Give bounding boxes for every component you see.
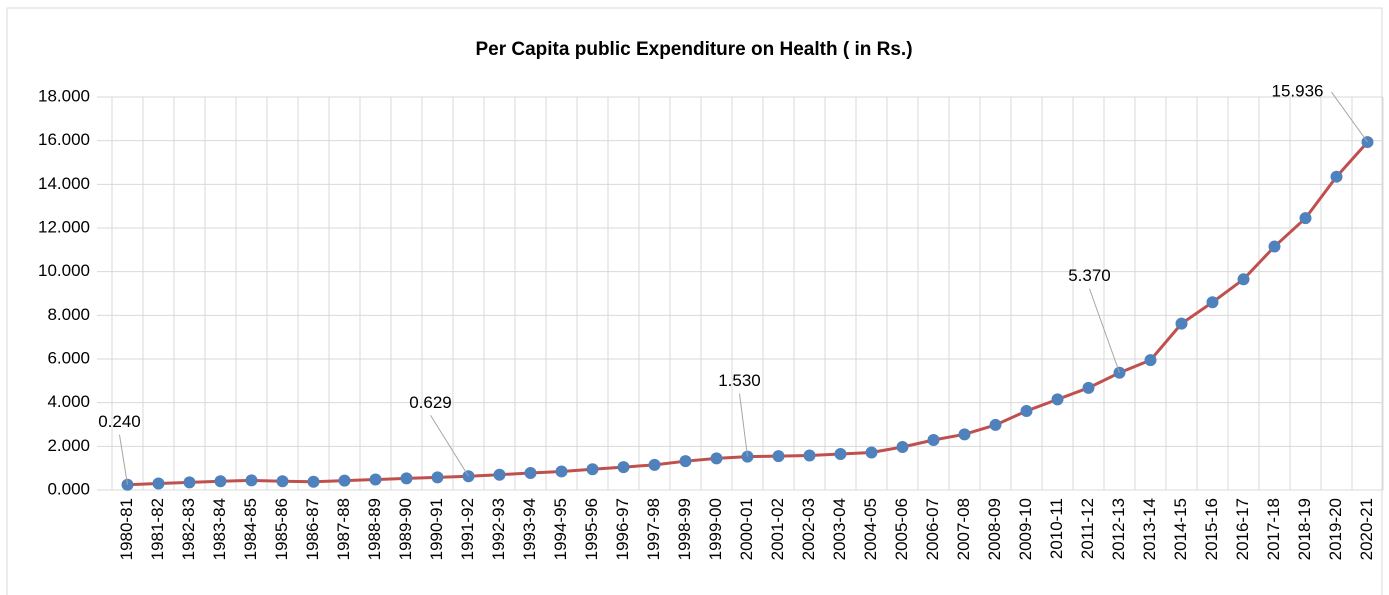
- data-point: [989, 418, 1002, 431]
- data-point: [493, 468, 506, 481]
- data-point: [896, 440, 909, 453]
- data-point: [586, 463, 599, 476]
- x-tick-label: 1983-84: [210, 498, 229, 560]
- x-tick-label: 2001-02: [768, 498, 787, 560]
- data-point: [648, 458, 661, 471]
- data-label: 0.629: [409, 393, 452, 412]
- data-point: [1299, 212, 1312, 225]
- data-point: [1206, 296, 1219, 309]
- data-point: [338, 474, 351, 487]
- x-tick-label: 2014-15: [1171, 498, 1190, 560]
- x-tick-label: 1995-96: [582, 498, 601, 560]
- data-point: [927, 434, 940, 447]
- x-tick-label: 2011-12: [1078, 498, 1097, 559]
- data-point: [1020, 404, 1033, 417]
- x-tick-label: 2017-18: [1264, 498, 1283, 560]
- x-tick-label: 2012-13: [1109, 498, 1128, 560]
- x-tick-label: 1993-94: [520, 498, 539, 560]
- y-tick-label: 4.000: [47, 392, 90, 411]
- data-point: [803, 449, 816, 462]
- y-tick-label: 0.000: [47, 479, 90, 498]
- data-label: 0.240: [98, 412, 141, 431]
- leader-line: [739, 393, 748, 457]
- x-tick-label: 2003-04: [830, 498, 849, 560]
- x-tick-label: 2013-14: [1140, 498, 1159, 560]
- y-tick-label: 16.000: [38, 130, 90, 149]
- data-point: [400, 472, 413, 485]
- data-label: 15.936: [1272, 82, 1324, 101]
- x-tick-label: 1987-88: [334, 498, 353, 560]
- leader-line: [430, 415, 469, 477]
- y-tick-label: 12.000: [38, 217, 90, 236]
- data-point: [1051, 393, 1064, 406]
- x-tick-label: 2006-07: [923, 498, 942, 560]
- y-tick-label: 6.000: [47, 348, 90, 367]
- x-tick-label: 1982-83: [179, 498, 198, 560]
- x-tick-label: 1984-85: [241, 498, 260, 560]
- data-point: [1082, 381, 1095, 394]
- x-tick-label: 1981-82: [148, 498, 167, 560]
- data-point: [1144, 354, 1157, 367]
- x-tick-label: 1997-98: [644, 498, 663, 560]
- x-tick-label: 2018-19: [1295, 498, 1314, 560]
- leader-line: [1331, 91, 1368, 143]
- data-point: [710, 452, 723, 465]
- x-tick-label: 2008-09: [985, 498, 1004, 560]
- y-tick-label: 14.000: [38, 174, 90, 193]
- data-label: 1.530: [718, 371, 761, 390]
- data-point: [1268, 240, 1281, 253]
- data-point: [524, 466, 537, 479]
- data-point: [1175, 317, 1188, 330]
- y-tick-label: 2.000: [47, 436, 90, 455]
- x-tick-label: 2009-10: [1016, 498, 1035, 560]
- x-tick-label: 2016-17: [1233, 498, 1252, 560]
- x-tick-label: 1988-89: [365, 498, 384, 560]
- data-point: [555, 465, 568, 478]
- data-point: [1237, 273, 1250, 286]
- x-tick-label: 1990-91: [427, 498, 446, 560]
- y-tick-label: 18.000: [38, 86, 90, 105]
- leader-line: [119, 434, 128, 485]
- data-point: [307, 475, 320, 488]
- x-tick-label: 1999-00: [706, 498, 725, 560]
- data-point: [214, 475, 227, 488]
- data-point: [369, 473, 382, 486]
- data-point: [152, 477, 165, 490]
- x-tick-label: 1998-99: [675, 498, 694, 560]
- y-tick-label: 8.000: [47, 305, 90, 324]
- x-tick-label: 2005-06: [892, 498, 911, 560]
- x-tick-label: 2004-05: [861, 498, 880, 560]
- data-point: [1330, 170, 1343, 183]
- x-tick-label: 1992-93: [489, 498, 508, 560]
- y-tick-label: 10.000: [38, 261, 90, 280]
- data-point: [431, 471, 444, 484]
- data-point: [617, 461, 630, 474]
- x-tick-label: 1980-81: [117, 498, 136, 560]
- data-point: [276, 475, 289, 488]
- x-tick-label: 1994-95: [551, 498, 570, 560]
- data-point: [679, 455, 692, 468]
- data-point: [865, 446, 878, 459]
- x-tick-label: 2010-11: [1047, 498, 1066, 559]
- x-tick-label: 1989-90: [396, 498, 415, 560]
- x-tick-label: 2019-20: [1326, 498, 1345, 560]
- data-point: [958, 428, 971, 441]
- x-tick-label: 2015-16: [1202, 498, 1221, 560]
- x-tick-label: 1986-87: [303, 498, 322, 560]
- x-tick-label: 1996-97: [613, 498, 632, 560]
- x-tick-label: 1985-86: [272, 498, 291, 560]
- data-point: [183, 476, 196, 489]
- x-tick-label: 2007-08: [954, 498, 973, 560]
- x-tick-label: 2000-01: [737, 498, 756, 560]
- data-point: [772, 450, 785, 463]
- data-label: 5.370: [1068, 266, 1111, 285]
- data-point: [834, 447, 847, 460]
- leader-line: [1089, 288, 1120, 373]
- x-tick-label: 2020-21: [1357, 498, 1376, 560]
- data-point: [245, 474, 258, 487]
- chart-title: Per Capita public Expenditure on Health …: [475, 39, 912, 60]
- x-tick-label: 2002-03: [799, 498, 818, 560]
- x-tick-label: 1991-92: [458, 498, 477, 560]
